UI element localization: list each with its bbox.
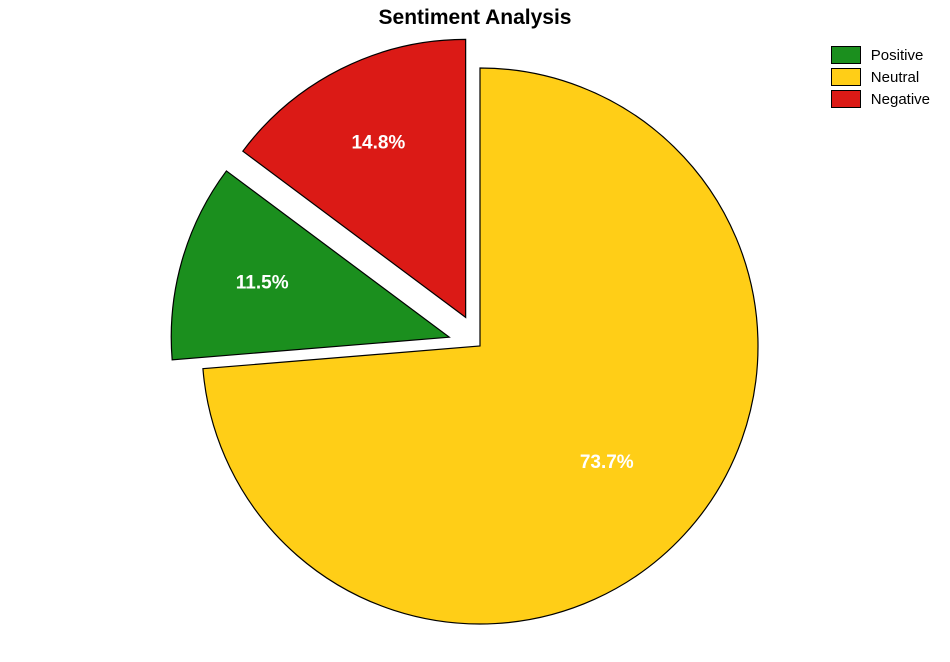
legend-label-negative: Negative — [871, 91, 930, 108]
legend-swatch-positive — [831, 46, 861, 64]
legend-item-positive: Positive — [831, 46, 930, 64]
slice-label-positive: 11.5% — [236, 272, 289, 293]
slice-label-neutral: 73.7% — [580, 452, 634, 473]
legend-item-neutral: Neutral — [831, 68, 930, 86]
legend-label-neutral: Neutral — [871, 69, 919, 86]
legend-swatch-negative — [831, 90, 861, 108]
legend: Positive Neutral Negative — [831, 46, 930, 112]
legend-item-negative: Negative — [831, 90, 930, 108]
legend-label-positive: Positive — [871, 47, 924, 64]
legend-swatch-neutral — [831, 68, 861, 86]
slice-label-negative: 14.8% — [351, 132, 405, 153]
chart-container: Sentiment Analysis 73.7%11.5%14.8% Posit… — [0, 0, 950, 662]
pie-chart: 73.7% 11.5% 14.8% — [0, 0, 950, 662]
